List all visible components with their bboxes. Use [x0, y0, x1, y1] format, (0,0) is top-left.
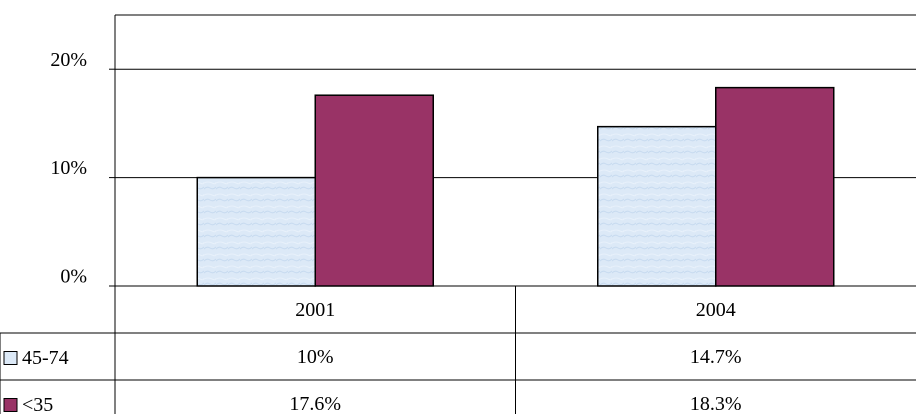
legend-swatch — [3, 351, 18, 365]
value-label: 10% — [297, 346, 334, 368]
y-tick-label: 20% — [50, 49, 87, 71]
legend-label: 45-74 — [22, 347, 69, 369]
x-tick-label: 2001 — [295, 299, 335, 321]
value-label: 14.7% — [690, 346, 742, 368]
bar — [314, 94, 434, 287]
value-label: 18.3% — [690, 393, 742, 414]
y-tick-label: 10% — [50, 157, 87, 179]
value-label: 17.6% — [289, 393, 341, 414]
bar — [715, 86, 835, 287]
y-tick-label: 0% — [60, 266, 87, 288]
bar — [196, 176, 316, 287]
legend-label: <35 — [22, 394, 53, 414]
bar — [597, 125, 717, 287]
x-tick-label: 2004 — [696, 299, 736, 321]
legend-swatch — [3, 398, 18, 412]
